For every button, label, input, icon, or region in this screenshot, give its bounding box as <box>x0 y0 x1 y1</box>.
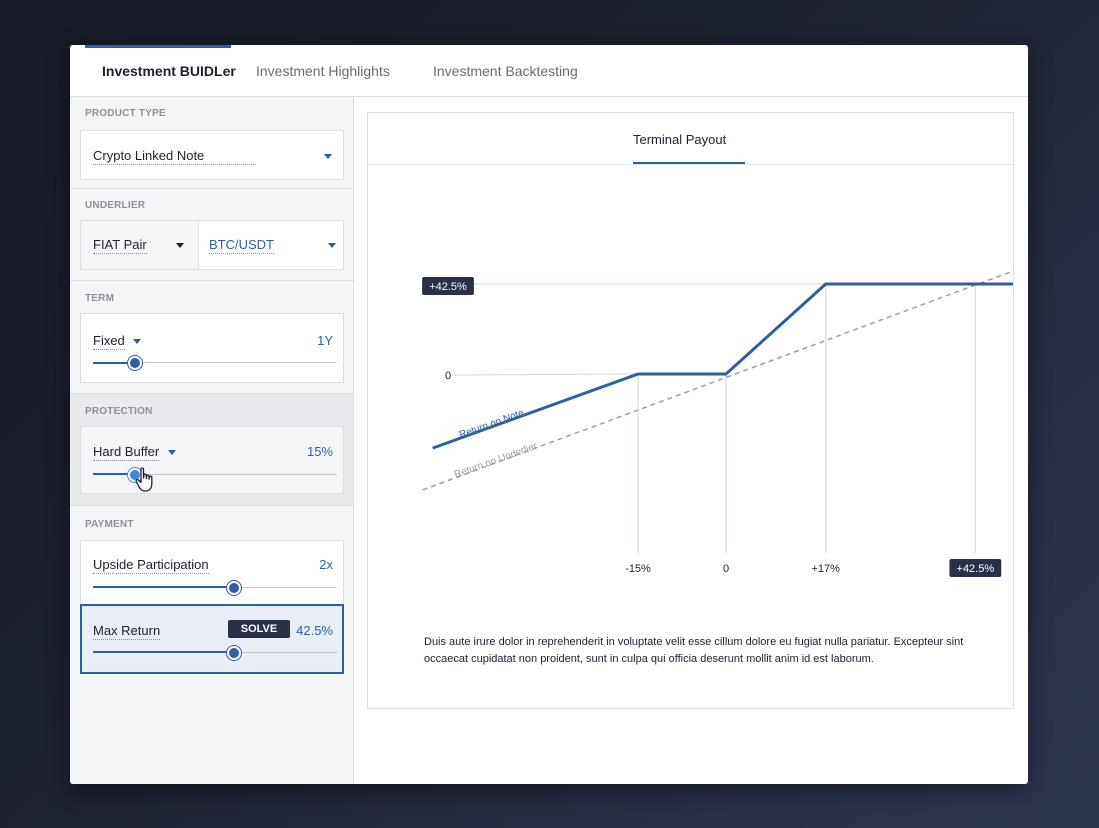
tab-terminal-payout[interactable]: Terminal Payout <box>633 132 727 147</box>
pair-select[interactable]: BTC/USDT <box>198 221 343 269</box>
term-slider-track[interactable] <box>93 362 337 363</box>
y-tick-label-max-badge <box>422 277 474 295</box>
divider <box>70 188 353 189</box>
term-value: 1Y <box>317 333 333 348</box>
x-tick-label: 0 <box>723 563 729 575</box>
chevron-down-icon <box>324 154 332 159</box>
section-label-payment: PAYMENT <box>85 519 134 530</box>
series-line-return-on-note <box>432 282 1013 450</box>
max-return-slider-handle[interactable] <box>227 646 241 660</box>
y-tick-label: 0 <box>445 370 451 382</box>
product-type-select[interactable]: Crypto Linked Note <box>80 130 344 180</box>
section-label-underlier: UNDERLIER <box>85 200 146 211</box>
participation-card: Upside Participation 2x <box>80 540 344 605</box>
y-tick-label-max: +42.5% <box>429 281 467 293</box>
protection-card: Hard Buffer 15% <box>80 426 344 494</box>
divider <box>70 505 353 506</box>
active-tab-indicator <box>633 162 745 164</box>
tab-investment-highlights[interactable]: Investment Highlights <box>256 63 390 79</box>
builder-sidebar: PRODUCT TYPE Crypto Linked Note UNDERLIE… <box>70 97 354 784</box>
series-label-return-on-note: Return on Note <box>458 407 526 441</box>
protection-value: 15% <box>306 444 333 459</box>
hand-cursor-icon <box>135 467 153 492</box>
max-return-card: Max Return SOLVE 42.5% <box>80 604 344 674</box>
term-mode-select[interactable]: Fixed <box>93 333 125 350</box>
max-return-slider-fill <box>93 651 234 653</box>
underlier-card: FIAT Pair BTC/USDT <box>80 220 344 270</box>
payment-section: PAYMENT Upside Participation 2x Max Retu… <box>70 506 353 784</box>
chevron-down-icon <box>176 243 184 248</box>
tab-investment-buidler[interactable]: Investment BUIDLer <box>102 63 236 79</box>
pair-value: BTC/USDT <box>209 237 274 254</box>
product-type-section: PRODUCT TYPE Crypto Linked Note <box>70 97 353 188</box>
product-type-value: Crypto Linked Note <box>93 148 256 165</box>
x-tick-label: +17% <box>812 563 841 575</box>
x-tick-label-max: +42.5% <box>957 563 995 575</box>
payout-description: Duis aute irure dolor in reprehenderit i… <box>424 636 964 665</box>
max-return-value: 42.5% <box>296 623 333 638</box>
x-tick-label-max-badge <box>949 559 1002 577</box>
max-return-label: Max Return <box>93 623 161 640</box>
divider <box>70 393 353 394</box>
participation-slider-fill <box>93 586 234 588</box>
participation-label: Upside Participation <box>93 557 209 574</box>
tab-investment-backtesting[interactable]: Investment Backtesting <box>433 63 578 79</box>
divider <box>70 280 353 281</box>
top-tab-bar: Investment BUIDLer Investment Highlights… <box>70 45 1028 97</box>
active-tab-indicator <box>85 45 231 48</box>
divider <box>368 164 1013 165</box>
term-slider-handle[interactable] <box>128 356 142 370</box>
pair-type-select[interactable]: FIAT Pair <box>81 221 199 269</box>
solve-button[interactable]: SOLVE <box>228 620 290 638</box>
section-label-product-type: PRODUCT TYPE <box>85 108 166 119</box>
term-slider-fill <box>93 362 135 364</box>
chevron-down-icon[interactable] <box>168 450 176 455</box>
chevron-down-icon[interactable] <box>133 339 141 344</box>
series-label-return-on-underlier: Return on Underlier <box>453 441 539 481</box>
participation-value: 2x <box>319 557 333 572</box>
section-label-protection: PROTECTION <box>85 406 153 417</box>
protection-mode-select[interactable]: Hard Buffer <box>93 444 160 461</box>
protection-slider-fill <box>93 473 135 475</box>
term-card: Fixed 1Y <box>80 313 344 383</box>
underlier-section: UNDERLIER FIAT Pair BTC/USDT <box>70 189 353 280</box>
app-window: Investment BUIDLer Investment Highlights… <box>70 45 1028 784</box>
y-reference-line-zero <box>451 373 639 376</box>
chevron-down-icon <box>328 243 336 248</box>
protection-section: PROTECTION Hard Buffer 15% <box>70 394 353 505</box>
terminal-payout-panel: Terminal Payout Return on Note Return on … <box>367 112 1014 709</box>
participation-slider-handle[interactable] <box>227 581 241 595</box>
pair-type-value: FIAT Pair <box>93 237 147 254</box>
section-label-term: TERM <box>85 293 115 304</box>
x-tick-label: -15% <box>625 563 651 575</box>
term-section: TERM Fixed 1Y <box>70 281 353 393</box>
protection-slider-track[interactable] <box>93 474 337 475</box>
